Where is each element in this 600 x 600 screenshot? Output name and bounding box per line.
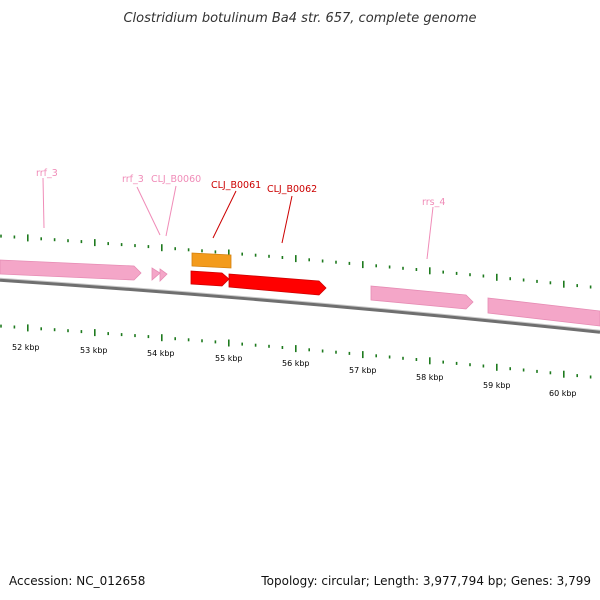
ruler-label: 59 kbp (483, 381, 511, 390)
lower-tick-track (0, 324, 592, 379)
ruler-label: 53 kbp (80, 346, 108, 355)
orange-feature[interactable] (191, 252, 232, 269)
map-title: Clostridium botulinum Ba4 str. 657, comp… (123, 11, 476, 26)
rrf-gene-arrow[interactable] (151, 267, 161, 281)
clj-b0061-gene-arrow[interactable] (190, 270, 230, 287)
gene-label-rrs-4[interactable]: rrs_4 (422, 197, 445, 208)
ruler-label: 54 kbp (147, 349, 175, 358)
gene-labels: rrf_3 rrf_3 CLJ_B0060 CLJ_B0061 CLJ_B006… (36, 168, 445, 208)
gene-label-rrf-3[interactable]: rrf_3 (122, 174, 144, 185)
feature-track (0, 252, 600, 327)
ruler-label: 58 kbp (416, 373, 444, 382)
clj-b0062-gene-arrow[interactable] (228, 273, 327, 296)
label-leaders (42, 177, 434, 260)
genome-summary-text: Topology: circular; Length: 3,977,794 bp… (261, 574, 591, 588)
gene-label-clj-b0060[interactable]: CLJ_B0060 (151, 174, 201, 185)
ruler-labels: 52 kbp 53 kbp 54 kbp 55 kbp 56 kbp 57 kb… (12, 343, 577, 398)
backbone (0, 277, 600, 334)
rrna-gene-arrow[interactable] (487, 297, 600, 327)
gene-label-clj-b0061[interactable]: CLJ_B0061 (211, 180, 261, 191)
ruler-label: 55 kbp (215, 354, 243, 363)
accession-text: Accession: NC_012658 (9, 574, 146, 588)
ruler-label: 56 kbp (282, 359, 310, 368)
ruler-label: 57 kbp (349, 366, 377, 375)
gene-label-rrf-3[interactable]: rrf_3 (36, 168, 58, 179)
ruler-label: 60 kbp (549, 389, 577, 398)
ruler-label: 52 kbp (12, 343, 40, 352)
rrf-gene-arrow[interactable] (159, 268, 168, 282)
upper-tick-track (0, 234, 592, 289)
rrs-gene-arrow[interactable] (370, 285, 474, 310)
gene-label-clj-b0062[interactable]: CLJ_B0062 (267, 184, 317, 195)
rrna-gene-arrow[interactable] (0, 259, 142, 281)
